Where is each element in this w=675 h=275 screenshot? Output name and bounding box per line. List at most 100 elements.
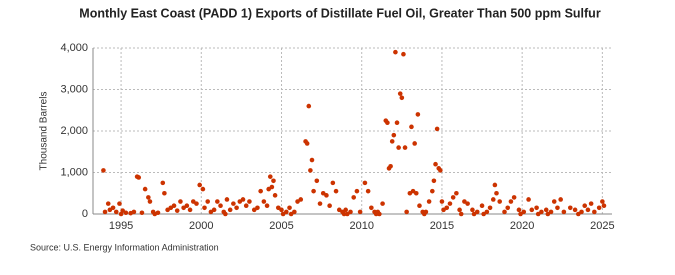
point bbox=[110, 205, 116, 211]
point bbox=[450, 195, 456, 200]
point bbox=[555, 205, 560, 211]
point bbox=[171, 203, 177, 208]
y-tick-label: 2,000 bbox=[60, 125, 88, 137]
point bbox=[417, 203, 422, 208]
point bbox=[224, 197, 230, 202]
point bbox=[404, 209, 409, 215]
x-tick-label: 2010 bbox=[349, 220, 373, 232]
x-tick-label: 1995 bbox=[109, 220, 133, 232]
point bbox=[585, 207, 591, 213]
point bbox=[255, 205, 260, 211]
point bbox=[377, 211, 382, 217]
point bbox=[284, 209, 289, 215]
point bbox=[558, 197, 563, 202]
point bbox=[178, 199, 183, 204]
point bbox=[399, 95, 405, 101]
point bbox=[123, 210, 129, 216]
y-tick-label: 3,000 bbox=[60, 83, 88, 95]
point bbox=[431, 178, 437, 184]
point bbox=[434, 126, 440, 132]
point bbox=[447, 201, 453, 206]
point bbox=[592, 209, 597, 215]
point bbox=[136, 175, 142, 180]
point bbox=[139, 210, 145, 216]
point bbox=[279, 207, 284, 213]
point bbox=[113, 209, 119, 215]
y-tick-label: 4,000 bbox=[60, 42, 88, 54]
point bbox=[234, 205, 239, 211]
point bbox=[308, 168, 313, 173]
point bbox=[393, 49, 398, 55]
point bbox=[505, 205, 511, 211]
point bbox=[415, 112, 421, 117]
point bbox=[330, 180, 336, 186]
point bbox=[534, 205, 539, 211]
point bbox=[105, 201, 111, 206]
point bbox=[388, 163, 393, 169]
point bbox=[567, 205, 573, 211]
point bbox=[243, 203, 249, 208]
point bbox=[292, 209, 297, 215]
point bbox=[588, 201, 594, 206]
point bbox=[601, 203, 607, 208]
point bbox=[314, 178, 320, 184]
point bbox=[502, 209, 507, 215]
point bbox=[202, 205, 207, 211]
point bbox=[271, 178, 276, 184]
point bbox=[341, 211, 347, 217]
point bbox=[309, 157, 315, 163]
point bbox=[269, 184, 275, 190]
point bbox=[439, 199, 445, 204]
point bbox=[351, 195, 357, 200]
point bbox=[240, 197, 246, 202]
point bbox=[258, 188, 263, 194]
point bbox=[497, 199, 502, 204]
point bbox=[508, 199, 514, 204]
point bbox=[324, 193, 329, 198]
point bbox=[365, 188, 371, 194]
point bbox=[211, 207, 217, 213]
point bbox=[409, 124, 414, 130]
point bbox=[317, 201, 323, 206]
point bbox=[200, 186, 206, 192]
point bbox=[487, 205, 493, 211]
x-tick-label: 2000 bbox=[189, 220, 213, 232]
point bbox=[521, 209, 527, 215]
x-tick-label: 2015 bbox=[430, 220, 454, 232]
point bbox=[401, 51, 406, 57]
point bbox=[369, 205, 374, 211]
point bbox=[470, 207, 475, 213]
point bbox=[430, 188, 435, 194]
point bbox=[582, 203, 588, 208]
point bbox=[197, 182, 202, 188]
point bbox=[380, 201, 385, 206]
point bbox=[561, 209, 567, 215]
point bbox=[474, 209, 480, 215]
point bbox=[490, 197, 496, 202]
point bbox=[458, 211, 464, 217]
point bbox=[333, 188, 339, 194]
point bbox=[457, 207, 462, 213]
point bbox=[539, 209, 544, 215]
point bbox=[397, 91, 403, 96]
x-tick-label: 2020 bbox=[510, 220, 534, 232]
point bbox=[394, 120, 400, 125]
point bbox=[354, 188, 360, 194]
point bbox=[223, 211, 228, 217]
point bbox=[343, 207, 348, 213]
point bbox=[357, 209, 363, 215]
point bbox=[548, 209, 554, 215]
point bbox=[117, 201, 122, 206]
point bbox=[600, 199, 605, 204]
point bbox=[267, 174, 273, 179]
point bbox=[215, 199, 220, 204]
point bbox=[231, 201, 236, 206]
point bbox=[101, 168, 106, 173]
point bbox=[391, 132, 397, 138]
point bbox=[102, 209, 108, 215]
point bbox=[526, 197, 531, 202]
point bbox=[516, 207, 522, 213]
point bbox=[529, 207, 535, 213]
point bbox=[412, 141, 417, 146]
y-tick-label: 0 bbox=[82, 208, 88, 220]
